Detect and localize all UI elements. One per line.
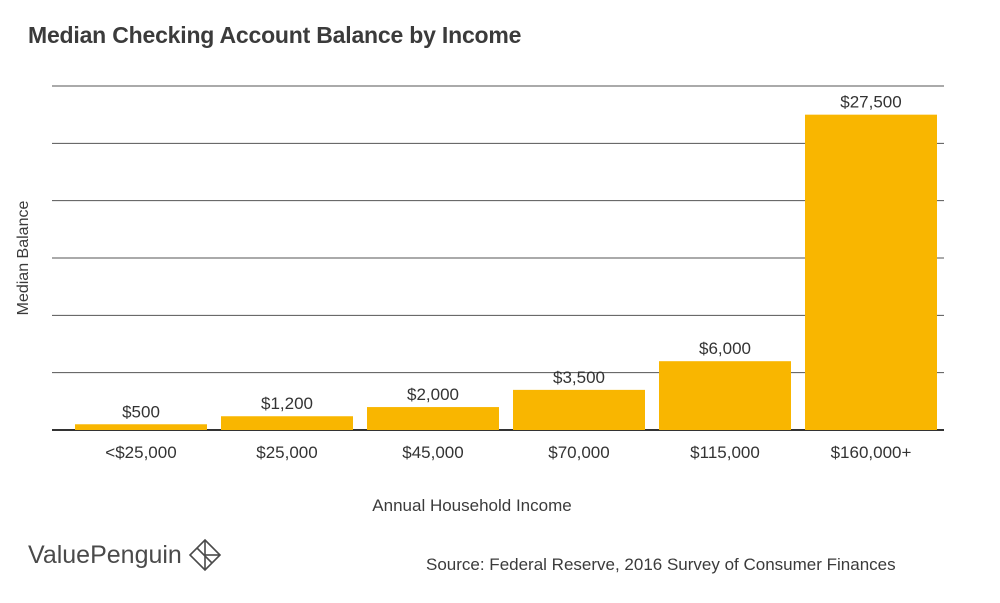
- brand-logo: ValuePenguin: [28, 538, 222, 572]
- bar-value-label: $6,000: [699, 339, 751, 358]
- bar: [221, 416, 353, 430]
- chart-title: Median Checking Account Balance by Incom…: [28, 22, 522, 48]
- bar-value-label: $3,500: [553, 368, 605, 387]
- y-axis-label: Median Balance: [15, 200, 32, 316]
- x-tick-label: $25,000: [256, 443, 317, 462]
- x-tick-label: $70,000: [548, 443, 609, 462]
- x-tick-label: $115,000: [690, 443, 760, 462]
- bar-value-label: $27,500: [840, 93, 901, 112]
- x-tick-label: $160,000+: [831, 443, 912, 462]
- bar-value-label: $2,000: [407, 385, 459, 404]
- bar: [513, 389, 645, 430]
- bar: [75, 424, 207, 430]
- x-tick-label: <$25,000: [105, 443, 176, 462]
- x-tick-label: $45,000: [402, 443, 463, 462]
- bar: [367, 407, 499, 430]
- bar: [659, 361, 791, 430]
- bar-value-label: $500: [122, 402, 160, 421]
- bar-value-label: $1,200: [261, 394, 313, 413]
- source-note: Source: Federal Reserve, 2016 Survey of …: [426, 555, 896, 574]
- penguin-diamond-icon: [188, 538, 221, 572]
- x-axis-label: Annual Household Income: [372, 496, 572, 515]
- brand-name: ValuePenguin: [28, 540, 182, 569]
- bar: [805, 114, 937, 431]
